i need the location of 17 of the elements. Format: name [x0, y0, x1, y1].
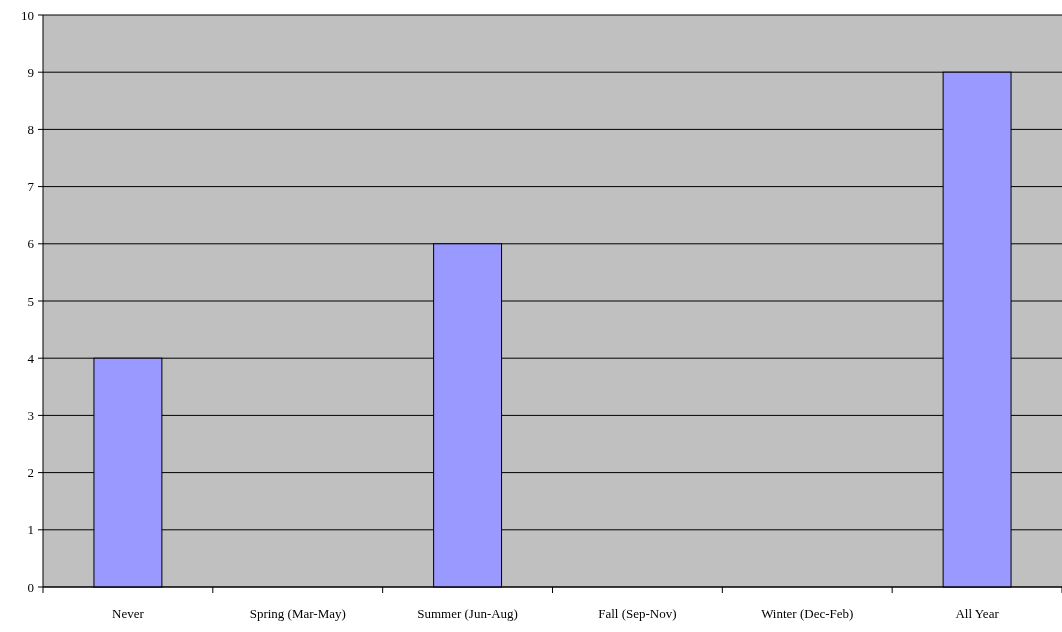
y-tick-label: 4	[27, 350, 35, 366]
y-tick-label: 5	[27, 293, 34, 309]
x-tick-label: All Year	[955, 606, 1000, 621]
x-tick-label: Never	[112, 606, 145, 621]
y-tick-label: 0	[27, 579, 34, 595]
x-tick-label: Winter (Dec-Feb)	[761, 606, 854, 621]
y-tick-label: 3	[27, 407, 34, 423]
y-tick-label: 2	[27, 465, 34, 481]
y-tick-label: 9	[27, 64, 34, 80]
y-tick-label: 8	[27, 121, 34, 137]
y-tick-label: 6	[27, 236, 35, 252]
y-tick-label: 1	[27, 522, 34, 538]
y-tick-label: 10	[21, 7, 34, 23]
x-tick-label: Spring (Mar-May)	[249, 606, 346, 621]
x-tick-label: Summer (Jun-Aug)	[417, 606, 518, 621]
y-tick-label: 7	[27, 179, 35, 195]
x-tick-label: Fall (Sep-Nov)	[598, 606, 677, 621]
